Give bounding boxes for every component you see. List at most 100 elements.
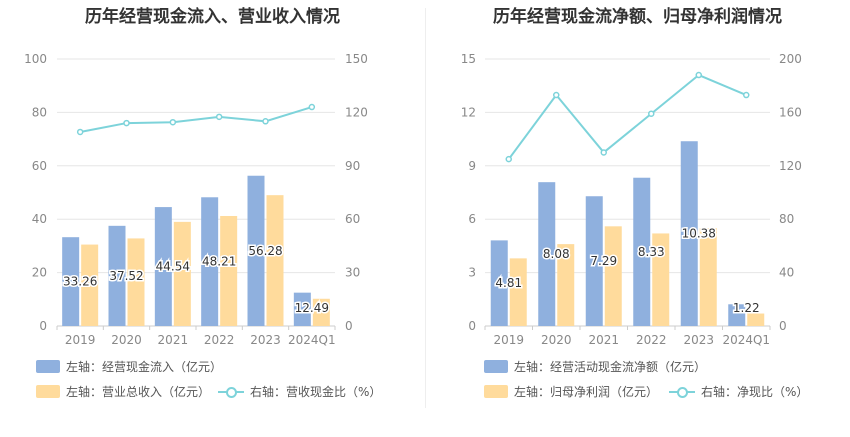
y-right-tick-label: 120 (779, 159, 802, 173)
y-right-tick-label: 120 (345, 105, 368, 119)
legend-label: 左轴：营业总收入（亿元） (66, 385, 211, 399)
bar (633, 177, 651, 326)
chart-plot-area: 0 20 40 60 80 100 0 30 60 90 120 150 2019 2020 2021 202… (24, 52, 368, 347)
bar (201, 197, 219, 326)
ratio-point (600, 149, 607, 156)
bar-data-label: 48.21 (202, 255, 236, 269)
chart-title: 历年经营现金流入、营业收入情况 (85, 7, 340, 27)
bar (154, 207, 172, 326)
bar (680, 141, 698, 326)
bar (557, 244, 575, 326)
legend-swatch (36, 385, 60, 398)
panel-divider (425, 8, 426, 408)
ratio-point (553, 91, 560, 99)
legend-line-icon (218, 385, 244, 398)
x-tick-label: 2020 (111, 333, 142, 347)
legend-item-ratio[interactable]: 右轴：营收现金比（%） (218, 383, 381, 400)
y-right-tick-label: 30 (345, 266, 360, 280)
legend-swatch (36, 360, 60, 373)
bar-data-label: 10.38 (682, 227, 716, 241)
bar-data-label: 4.81 (495, 276, 522, 290)
bar (604, 226, 622, 326)
legend-label: 右轴：净现比（%） (701, 385, 809, 399)
x-tick-label: 2024Q1 (722, 333, 770, 347)
chart-panel-cash-inflow: 历年经营现金流入、营业收入情况 0 20 40 60 80 100 0 30 60 90 120 15… (24, 7, 381, 400)
bar (293, 292, 311, 326)
x-tick-label: 2021 (158, 333, 189, 347)
y-right-tick-label: 200 (779, 52, 802, 66)
ratio-point (695, 71, 702, 79)
ratio-point (743, 91, 750, 99)
ratio-point (215, 113, 223, 121)
legend-swatch (484, 385, 508, 398)
ratio-point (169, 118, 177, 126)
bar (585, 196, 603, 326)
ratio-point (76, 128, 84, 136)
y-right-tick-label: 0 (779, 319, 787, 333)
bar-data-label: 12.49 (295, 301, 329, 315)
y-left-tick-label: 12 (461, 105, 476, 119)
y-left-tick-label: 100 (24, 52, 47, 66)
legend-item-revenue[interactable]: 左轴：营业总收入（亿元） (36, 383, 210, 400)
chart-panel-net-cash: 历年经营现金流净额、归母净利润情况 0 3 6 9 12 15 0 40 80 120 160 200… (425, 0, 850, 437)
bar (728, 304, 746, 326)
legend-label: 左轴：经营现金流入（亿元） (66, 360, 223, 374)
y-right-tick-label: 80 (779, 212, 794, 226)
bar (652, 233, 670, 326)
bar-data-label: 56.28 (248, 244, 282, 258)
legend-label: 左轴：归母净利润（亿元） (514, 385, 659, 399)
chart-plot-area: 0 3 6 9 12 15 0 40 80 120 160 200 2019 2020 2021 2022 20… (461, 52, 802, 347)
bar (266, 195, 284, 326)
y-right-tick-label: 0 (345, 319, 353, 333)
y-left-tick-label: 60 (32, 159, 47, 173)
x-tick-label: 2022 (636, 333, 667, 347)
bar (108, 225, 126, 326)
legend-swatch (484, 360, 508, 373)
y-right-tick-label: 60 (345, 212, 360, 226)
ratio-point (505, 155, 512, 163)
bar-data-label: 37.52 (109, 269, 143, 283)
bar (538, 182, 556, 326)
y-left-tick-label: 20 (32, 266, 47, 280)
x-tick-label: 2021 (588, 333, 619, 347)
ratio-line (79, 106, 313, 133)
bar-data-label: 33.26 (63, 275, 97, 289)
bar-data-label: 7.29 (590, 254, 617, 268)
bar-data-label: 8.08 (543, 247, 570, 261)
bar (127, 238, 145, 326)
x-tick-label: 2022 (204, 333, 235, 347)
y-left-tick-label: 0 (39, 319, 47, 333)
bar (490, 240, 508, 326)
y-left-tick-label: 3 (468, 266, 476, 280)
legend-item-inflow[interactable]: 左轴：经营现金流入（亿元） (36, 358, 222, 375)
legend-line-icon (669, 385, 695, 398)
bar (312, 298, 330, 326)
legend-item-net-cash[interactable]: 左轴：经营活动现金流净额（亿元） (484, 358, 706, 375)
y-right-tick-label: 150 (345, 52, 368, 66)
y-right-tick-label: 160 (779, 105, 802, 119)
x-tick-label: 2024Q1 (288, 333, 336, 347)
legend-item-net-ratio[interactable]: 右轴：净现比（%） (669, 383, 808, 400)
ratio-point (648, 110, 655, 117)
y-left-tick-label: 6 (468, 212, 476, 226)
legend-label: 右轴：营收现金比（%） (250, 385, 382, 399)
x-tick-label: 2023 (683, 333, 714, 347)
ratio-point (262, 118, 269, 125)
y-right-tick-label: 40 (779, 266, 794, 280)
bar (699, 228, 717, 326)
bar (747, 313, 765, 326)
bar-data-label: 8.33 (638, 245, 665, 259)
bar-data-label: 1.22 (733, 301, 760, 315)
legend-item-net-profit[interactable]: 左轴：归母净利润（亿元） (484, 383, 658, 400)
x-tick-label: 2023 (250, 333, 281, 347)
bar (81, 244, 99, 326)
y-left-tick-label: 0 (468, 319, 476, 333)
bar-data-label: 44.54 (156, 260, 190, 274)
y-right-tick-label: 90 (345, 159, 360, 173)
x-tick-label: 2020 (541, 333, 572, 347)
ratio-line (507, 73, 747, 160)
chart-title: 历年经营现金流净额、归母净利润情况 (493, 7, 782, 27)
x-tick-label: 2019 (65, 333, 96, 347)
bar (220, 215, 238, 326)
y-left-tick-label: 80 (32, 105, 47, 119)
